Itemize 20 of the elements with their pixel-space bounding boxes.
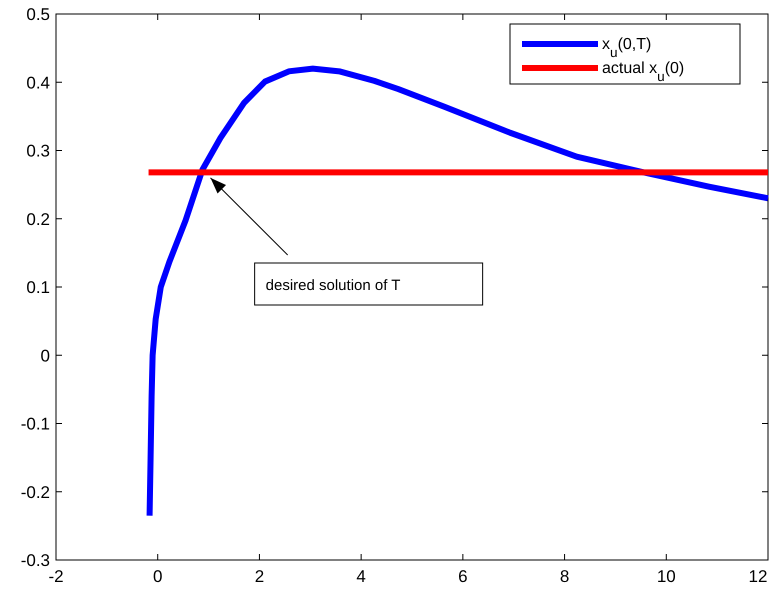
y-tick-label: 0.1 xyxy=(26,278,50,297)
y-tick-label: 0.4 xyxy=(26,73,50,92)
x-tick-label: 8 xyxy=(560,567,570,586)
x-tick-label: 0 xyxy=(152,567,162,586)
y-tick-label: -0.1 xyxy=(20,414,50,434)
x-tick-label: 12 xyxy=(748,567,768,586)
y-tick-label: 0 xyxy=(40,346,50,366)
legend-label: x$_{u}$(0,T) xyxy=(602,36,652,60)
x-tick-label: 10 xyxy=(656,567,676,586)
legend-label: actual x$_{u}$(0) xyxy=(602,60,684,84)
y-tick-label: 0.2 xyxy=(26,210,50,229)
x-tick-label: 6 xyxy=(458,567,468,586)
y-tick-label: 0.5 xyxy=(26,5,50,24)
x-tick-label: -2 xyxy=(48,567,64,586)
x-tick-label: 2 xyxy=(254,567,264,586)
x-tick-label: 4 xyxy=(356,567,366,586)
y-tick-label: 0.3 xyxy=(26,142,50,160)
y-tick-label: -0.2 xyxy=(20,482,50,502)
y-tick-label: -0.3 xyxy=(20,551,50,570)
annotation: desired solution of T xyxy=(266,276,400,294)
